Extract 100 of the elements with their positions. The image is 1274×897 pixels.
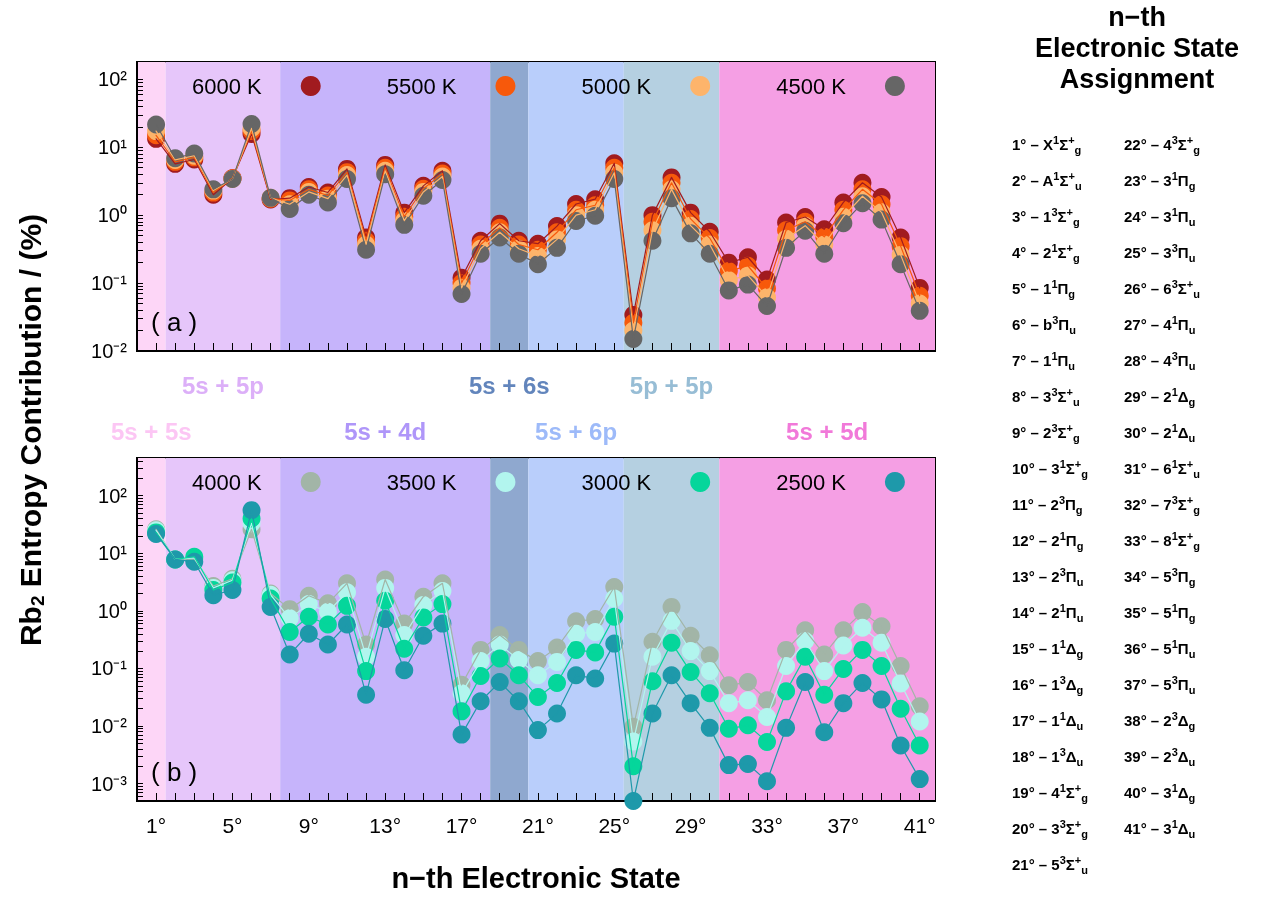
y-tick-label: 10⁻² — [91, 340, 128, 362]
text: 30° – 2$^{1}$Δ$_{u}$ — [1124, 421, 1197, 446]
x-tick-label: 33° — [751, 814, 783, 837]
y-tick-label: 10⁻³ — [91, 772, 128, 795]
x-tick-label: 5° — [222, 814, 243, 837]
x-tick-label: 41° — [903, 814, 936, 837]
legend-label: 3000 K — [581, 469, 652, 495]
y-tick-label: 10⁰ — [97, 599, 127, 622]
point — [910, 301, 929, 320]
legend-label: 2500 K — [776, 469, 847, 495]
band-label: 5s + 5d — [786, 417, 869, 445]
point — [910, 712, 929, 731]
point — [242, 501, 261, 520]
y-tick-label: 10⁻² — [91, 715, 128, 738]
point — [853, 640, 872, 659]
point — [395, 661, 414, 680]
y-tick-label: 10² — [98, 68, 128, 91]
text: 38° – 2$^{3}$Δ$_{g}$ — [1124, 709, 1197, 734]
point — [719, 694, 738, 713]
point — [719, 719, 738, 738]
x-tick-label: 13° — [369, 814, 402, 837]
y-tick-label: 10² — [98, 484, 128, 507]
point — [815, 685, 834, 704]
x-tick-label: 25° — [598, 814, 631, 837]
point — [758, 732, 776, 751]
x-tick-label: 1° — [146, 814, 167, 837]
point — [738, 691, 757, 710]
point — [471, 692, 490, 711]
y-tick-label: 10⁻¹ — [91, 657, 128, 680]
text: 34° – 5$^{3}$Π$_{g}$ — [1124, 565, 1197, 590]
text: 37° – 5$^{3}$Π$_{u}$ — [1124, 673, 1197, 698]
point — [509, 692, 528, 711]
point — [567, 666, 586, 685]
point — [796, 673, 815, 692]
point — [853, 673, 872, 692]
point — [738, 716, 757, 735]
y-tick-label: 10¹ — [98, 542, 128, 565]
text: 41° – 3$^{1}$Δ$_{u}$ — [1124, 817, 1197, 842]
legend-label: 4500 K — [776, 73, 847, 99]
point — [548, 673, 566, 692]
text: 27° – 4$^{1}$Π$_{u}$ — [1124, 313, 1197, 338]
point — [147, 115, 166, 134]
text: 39° – 2$^{3}$Δ$_{u}$ — [1124, 745, 1197, 770]
point — [719, 676, 738, 695]
x-tick-label: 17° — [445, 814, 478, 837]
text: 16° – 1$^{3}$Δ$_{g}$ — [1012, 673, 1085, 698]
text: 7° – 1$^{1}$Π$_{u}$ — [1012, 349, 1077, 374]
text: 29° – 2$^{1}$Δ$_{g}$ — [1124, 385, 1197, 410]
band-label: 5s + 5s — [110, 417, 192, 445]
point — [910, 770, 929, 789]
y-tick-label: 10⁰ — [97, 204, 127, 227]
point — [758, 772, 776, 791]
text: 13° – 2$^{3}$Π$_{u}$ — [1012, 565, 1085, 590]
legend-label: 5000 K — [581, 73, 652, 99]
text: 36° – 5$^{1}$Π$_{u}$ — [1124, 637, 1197, 662]
point — [700, 718, 719, 737]
band-label: 5s + 6p — [535, 417, 618, 445]
annotation: ( a ) — [151, 307, 198, 337]
legend-label: 5500 K — [386, 73, 457, 99]
point — [528, 666, 547, 685]
point — [853, 618, 872, 637]
text: 6° – b$^{3}$Π$_{u}$ — [1012, 313, 1077, 338]
point — [777, 718, 796, 737]
text: 11° – 2$^{3}$Π$_{g}$ — [1012, 493, 1084, 518]
text: 12° – 2$^{1}$Π$_{g}$ — [1012, 529, 1085, 554]
point — [528, 687, 547, 706]
band-label: 5s + 4d — [344, 417, 427, 445]
point — [681, 662, 700, 681]
point — [624, 792, 643, 810]
x-tick-label: 9° — [298, 814, 319, 837]
point — [299, 624, 318, 643]
point — [414, 626, 433, 645]
text: 25° – 3$^{3}$Π$_{u}$ — [1124, 241, 1197, 266]
text: 17° – 1$^{1}$Δ$_{u}$ — [1012, 709, 1085, 734]
x-tick-label: 37° — [827, 814, 860, 837]
text: 15° – 1$^{1}$Δ$_{g}$ — [1012, 637, 1085, 662]
annotation: ( b ) — [151, 757, 198, 787]
x-axis-title: n−th Electronic State — [391, 861, 681, 894]
text: 40° – 3$^{1}$Δ$_{g}$ — [1124, 781, 1197, 806]
point — [719, 756, 738, 775]
text: 23° – 3$^{1}$Π$_{g}$ — [1124, 169, 1197, 194]
legend-label: 4000 K — [191, 469, 263, 495]
band-label: 5s + 6s — [468, 371, 550, 399]
point — [586, 622, 605, 641]
text: 14° – 2$^{1}$Π$_{u}$ — [1012, 601, 1085, 626]
point — [738, 754, 757, 773]
point — [586, 669, 605, 688]
legend-label: 3500 K — [386, 469, 457, 495]
point — [758, 707, 776, 726]
band-label: 5p + 5p — [629, 371, 714, 399]
text: 5° – 1$^{1}$Π$_{g}$ — [1012, 277, 1077, 302]
point — [719, 281, 738, 300]
point — [624, 330, 643, 349]
point — [528, 721, 547, 740]
point — [700, 684, 719, 703]
point — [586, 643, 605, 662]
text: 24° – 3$^{1}$Π$_{u}$ — [1124, 205, 1197, 230]
text: 18° – 1$^{3}$Δ$_{u}$ — [1012, 745, 1085, 770]
legend-label: 6000 K — [191, 73, 263, 99]
text: 28° – 4$^{3}$Π$_{u}$ — [1124, 349, 1197, 374]
